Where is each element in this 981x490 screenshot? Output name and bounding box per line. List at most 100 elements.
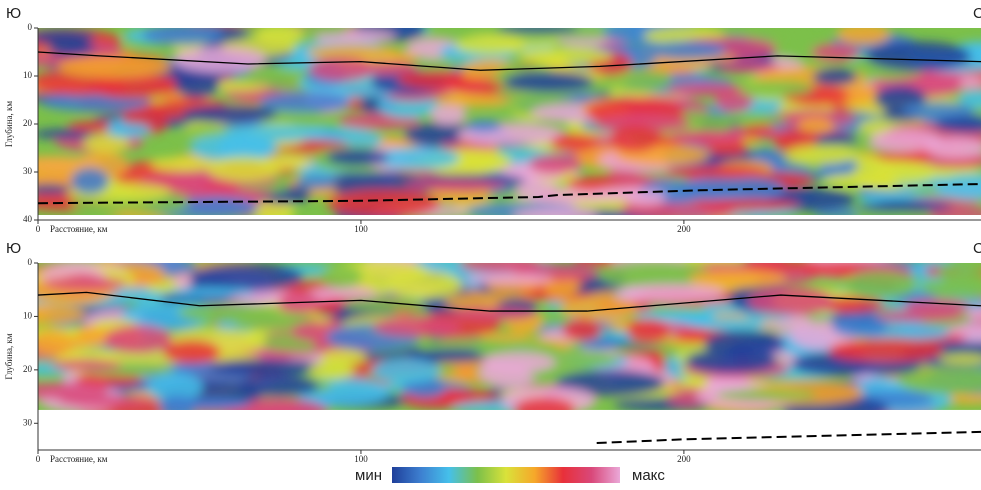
y-tick-label: 20 bbox=[23, 364, 33, 374]
field-blob bbox=[811, 43, 859, 61]
field-blob bbox=[358, 61, 417, 76]
field-blob bbox=[404, 179, 508, 191]
field-blob bbox=[237, 376, 320, 397]
field-blob bbox=[224, 125, 324, 142]
field-blob bbox=[787, 145, 857, 165]
field-blob bbox=[295, 175, 336, 189]
field-blob bbox=[797, 118, 833, 133]
field-blob bbox=[858, 202, 953, 212]
colorbar bbox=[392, 467, 620, 483]
right-direction-label: С bbox=[973, 5, 981, 22]
field-blob bbox=[105, 325, 172, 354]
field-blob bbox=[437, 94, 507, 107]
field-blob bbox=[71, 167, 109, 194]
field-blob bbox=[812, 68, 857, 85]
field-blob bbox=[646, 41, 726, 59]
field-blob bbox=[455, 35, 527, 55]
left-direction-label: Ю bbox=[6, 240, 21, 257]
field-blob bbox=[696, 199, 801, 212]
field-blob bbox=[326, 149, 389, 166]
field-blob bbox=[465, 120, 501, 132]
x-tick-label: 200 bbox=[677, 454, 691, 464]
field-blob bbox=[869, 130, 941, 152]
field-blob bbox=[843, 271, 918, 299]
field-blob bbox=[837, 23, 890, 45]
y-axis-label: Глубина, км bbox=[4, 101, 14, 147]
field-blob bbox=[373, 317, 462, 337]
field-blob bbox=[742, 260, 826, 271]
left-direction-label: Ю bbox=[6, 5, 21, 22]
x-tick-label: 200 bbox=[677, 224, 691, 234]
field-blob bbox=[178, 303, 281, 322]
y-tick-label: 30 bbox=[23, 417, 33, 427]
field-blob bbox=[106, 123, 151, 138]
velocity-field bbox=[0, 15, 981, 228]
dashed-boundary bbox=[597, 432, 981, 443]
field-blob bbox=[618, 284, 725, 302]
field-blob bbox=[626, 319, 670, 342]
field-blob bbox=[169, 287, 254, 297]
x-tick-label: 0 bbox=[36, 224, 41, 234]
field-blob bbox=[481, 352, 555, 372]
field-blob bbox=[610, 125, 660, 152]
field-blob bbox=[665, 165, 766, 178]
field-blob bbox=[209, 359, 322, 377]
field-blob bbox=[372, 358, 441, 383]
y-axis-label: Глубина, км bbox=[4, 333, 14, 379]
field-blob bbox=[181, 105, 277, 123]
field-blob bbox=[0, 305, 87, 324]
colorbar-max-label: макс bbox=[632, 467, 665, 484]
field-blob bbox=[467, 273, 553, 284]
field-blob bbox=[686, 318, 765, 329]
field-blob bbox=[512, 207, 598, 222]
field-blob bbox=[430, 105, 466, 125]
field-blob bbox=[716, 389, 816, 401]
field-blob bbox=[718, 112, 788, 124]
field-blob bbox=[685, 348, 777, 374]
field-blob bbox=[10, 383, 109, 399]
field-blob bbox=[159, 395, 195, 419]
field-blob bbox=[831, 315, 888, 338]
field-blob bbox=[151, 158, 214, 172]
field-blob bbox=[256, 25, 304, 45]
field-blob bbox=[668, 131, 740, 144]
field-blob bbox=[207, 157, 281, 182]
field-blob bbox=[25, 184, 71, 194]
y-tick-label: 30 bbox=[23, 166, 33, 176]
field-blob bbox=[309, 362, 355, 380]
field-blob bbox=[163, 340, 221, 363]
y-tick-label: 0 bbox=[28, 257, 33, 267]
field-blob bbox=[562, 319, 601, 341]
field-blob bbox=[327, 189, 441, 217]
field-blob bbox=[667, 83, 744, 96]
field-blob bbox=[748, 287, 835, 315]
field-blob bbox=[518, 48, 613, 64]
field-blob bbox=[174, 71, 219, 99]
field-blob bbox=[514, 397, 576, 421]
y-tick-label: 10 bbox=[23, 310, 33, 320]
field-blob bbox=[551, 133, 598, 151]
field-blob bbox=[866, 41, 972, 71]
field-blob bbox=[51, 360, 122, 371]
field-blob bbox=[875, 309, 966, 321]
x-tick-label: 100 bbox=[354, 454, 368, 464]
y-tick-label: 0 bbox=[28, 22, 33, 32]
field-blob bbox=[43, 277, 127, 290]
x-tick-label: 0 bbox=[36, 454, 41, 464]
y-tick-label: 40 bbox=[23, 214, 33, 224]
figure: 0102030400100200Расстояние, кмГлубина, к… bbox=[0, 0, 981, 485]
field-blob bbox=[497, 23, 580, 34]
colorbar-min-label: мин bbox=[355, 467, 382, 484]
velocity-field bbox=[0, 250, 981, 423]
field-blob bbox=[689, 270, 786, 289]
field-blob bbox=[173, 47, 267, 73]
x-axis-label: Расстояние, км bbox=[50, 224, 108, 234]
field-blob bbox=[902, 102, 974, 118]
field-blob bbox=[142, 24, 224, 45]
x-axis-label: Расстояние, км bbox=[50, 454, 108, 464]
y-tick-label: 20 bbox=[23, 118, 33, 128]
field-blob bbox=[504, 71, 594, 92]
right-direction-label: С bbox=[973, 240, 981, 257]
field-blob bbox=[529, 154, 582, 173]
field-blob bbox=[319, 265, 363, 289]
